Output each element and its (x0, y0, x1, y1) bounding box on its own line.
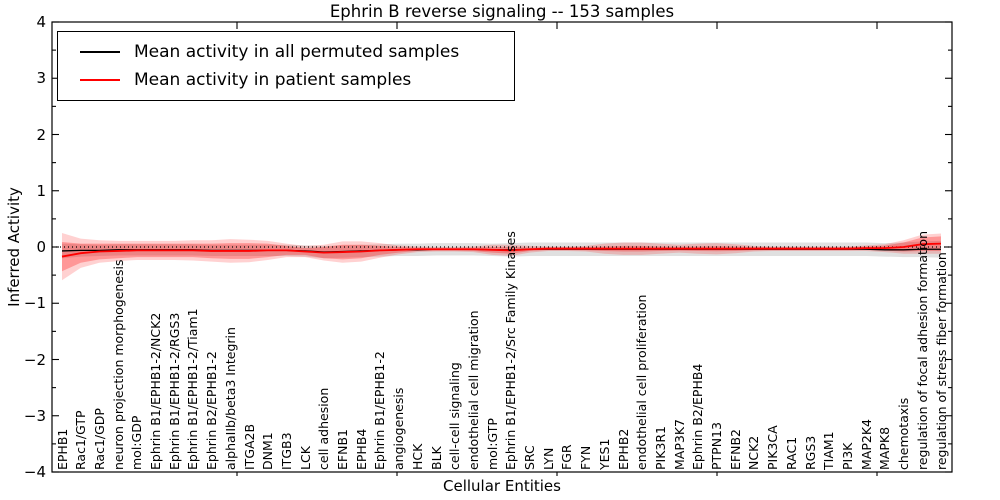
x-tick-label: LYN (540, 447, 556, 470)
x-tick-label: ITGB3 (278, 432, 294, 470)
legend-item: Mean activity in all permuted samples (58, 38, 514, 66)
x-tick-label: Rac1/GDP (91, 408, 107, 470)
x-tick-label: EFNB1 (335, 429, 351, 470)
x-tick-label: MAPK8 (877, 426, 893, 470)
x-tick-label: cell-cell signaling (447, 362, 463, 470)
x-tick-label: endothelial cell proliferation (634, 294, 650, 470)
x-tick-label: EPHB2 (615, 428, 631, 470)
patient-line-swatch (80, 79, 120, 81)
y-tick-label: −2 (23, 350, 46, 369)
x-tick-label: Ephrin B1/EPHB1-2/Src Family Kinases (503, 231, 519, 470)
x-tick-label: PIK3CA (765, 425, 781, 470)
chart-title: Ephrin B reverse signaling -- 153 sample… (329, 2, 675, 21)
x-tick-label: Rac1/GTP (73, 410, 89, 470)
x-tick-label: Ephrin B2/EPHB4 (690, 363, 706, 470)
x-tick-label: regulation of focal adhesion formation (914, 231, 930, 470)
x-tick-label: endothelial cell migration (465, 310, 481, 470)
y-tick-label: 4 (36, 13, 46, 31)
x-tick-label: EFNB2 (727, 429, 743, 470)
x-tick-label: LCK (297, 446, 313, 470)
x-tick-label: TIAM1 (821, 431, 837, 470)
x-tick-label: MAP3K7 (671, 419, 687, 470)
x-tick-label: Ephrin B1/EPHB1-2 (372, 351, 388, 470)
x-tick-label: Ephrin B1/EPHB1-2/Tiam1 (185, 308, 201, 470)
x-tick-label: mol:GTP (484, 418, 500, 470)
y-tick-label: −3 (23, 406, 46, 425)
x-tick-label: regulation of stress fiber formation (933, 252, 949, 470)
x-tick-label: MAP2K4 (858, 419, 874, 470)
x-tick-label: HCK (409, 443, 425, 470)
x-tick-label: chemotaxis (896, 397, 912, 470)
legend-item-label: Mean activity in all permuted samples (134, 42, 460, 62)
legend: Mean activity in all permuted samples Mea… (57, 31, 515, 101)
x-tick-label: mol:GDP (129, 415, 145, 470)
y-tick-label: 1 (36, 181, 46, 200)
patient-mean-line (61, 242, 942, 258)
x-tick-label: RGS3 (802, 435, 818, 470)
x-tick-label: RAC1 (783, 436, 799, 470)
x-tick-label: BLK (428, 446, 444, 470)
x-tick-label: PI3K (839, 442, 855, 470)
x-axis-label: Cellular Entities (443, 477, 561, 495)
y-tick-label: 3 (36, 69, 46, 88)
x-tick-label: Ephrin B1/EPHB1-2/RGS3 (166, 312, 182, 470)
x-tick-label: angiogenesis (391, 387, 407, 470)
y-tick-label: 0 (36, 238, 46, 256)
legend-item: Mean activity in patient samples (58, 66, 514, 94)
x-tick-label: cell adhesion (316, 387, 332, 470)
patient-range-inner-band (62, 236, 941, 272)
legend-item-label: Mean activity in patient samples (134, 70, 412, 90)
y-tick-label: 2 (36, 125, 46, 144)
x-tick-label: EPHB4 (353, 428, 369, 470)
y-tick-label: −4 (23, 463, 46, 481)
x-tick-label: neuron projection morphogenesis (110, 259, 126, 470)
x-tick-label: ITGA2B (241, 423, 257, 470)
x-tick-label: PIK3R1 (652, 425, 668, 470)
x-tick-label: PTPN13 (709, 422, 725, 470)
x-tick-label: FGR (559, 444, 575, 470)
x-tick-label: SRC (522, 445, 538, 470)
x-tick-label: DNM1 (260, 432, 276, 470)
x-tick-label: EPHB1 (54, 428, 70, 470)
y-tick-label: −1 (23, 294, 46, 313)
x-tick-label: Ephrin B1/EPHB1-2/NCK2 (148, 312, 163, 470)
patient-range-outer-band (62, 232, 941, 281)
permuted-line-swatch (80, 51, 120, 53)
x-tick-label: alphaIIb/beta3 Integrin (222, 327, 238, 470)
x-tick-label: YES1 (596, 438, 612, 470)
x-tick-label: FYN (578, 445, 594, 470)
x-tick-label: Ephrin B2/EPHB1-2 (204, 351, 220, 470)
x-tick-label: NCK2 (746, 435, 762, 470)
